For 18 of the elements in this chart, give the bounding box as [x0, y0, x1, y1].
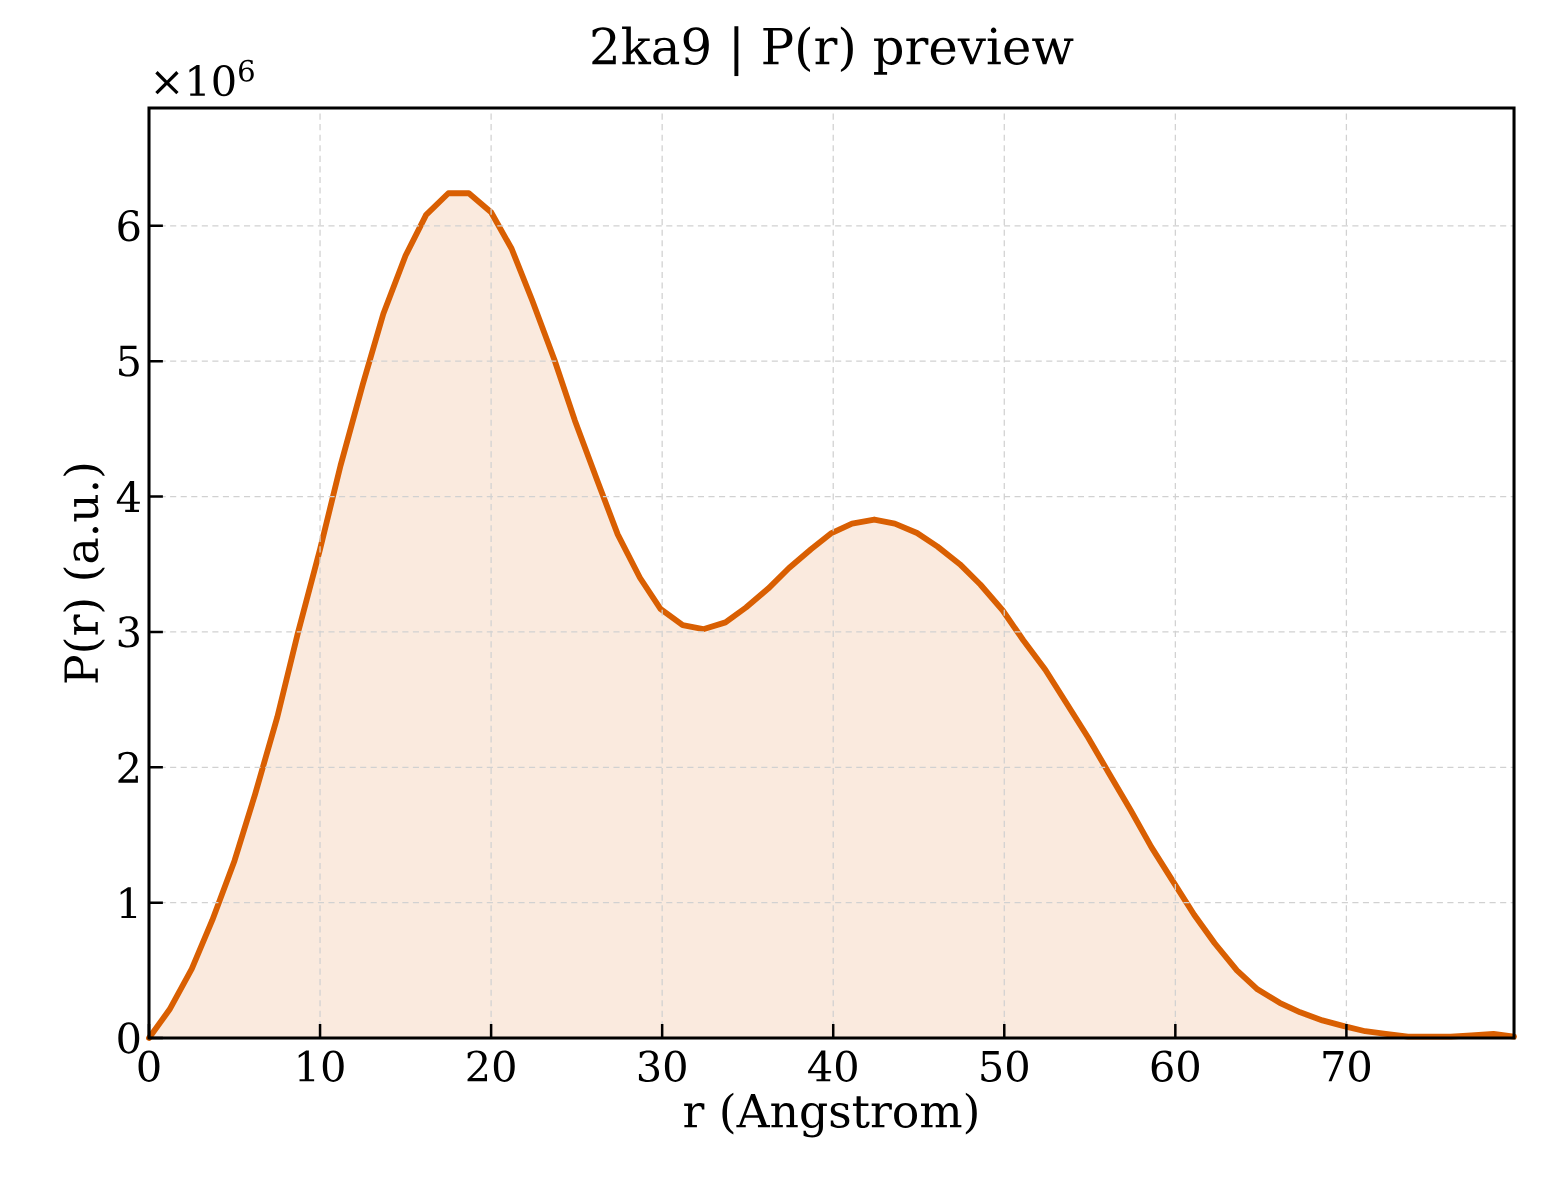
x-tick-label: 20 [467, 1050, 515, 1082]
chart-title: 2ka9 | P(r) preview [592, 26, 1074, 77]
y-tick-label: 5 [119, 345, 139, 377]
y-tick-label: 1 [120, 887, 137, 919]
x-tick-label: 70 [1323, 1050, 1371, 1082]
x-tick-label: 10 [298, 1050, 344, 1082]
x-tick-label: 30 [638, 1050, 686, 1082]
x-tick-label: 50 [981, 1050, 1028, 1082]
y-tick-label: 6 [118, 210, 140, 242]
y-tick-label: 3 [118, 616, 139, 648]
y-tick-label: 4 [116, 481, 140, 512]
x-tick-label: 40 [808, 1050, 857, 1082]
y-tick-label: 2 [118, 751, 138, 783]
x-axis-title: r (Angstrom) [684, 1092, 977, 1138]
y-axis-title: P(r) (a.u.) [63, 464, 105, 683]
y-tick-label: 0 [118, 1022, 140, 1054]
x-tick-label: 60 [1151, 1050, 1199, 1082]
text: ×10$^{6}$ [155, 59, 254, 97]
